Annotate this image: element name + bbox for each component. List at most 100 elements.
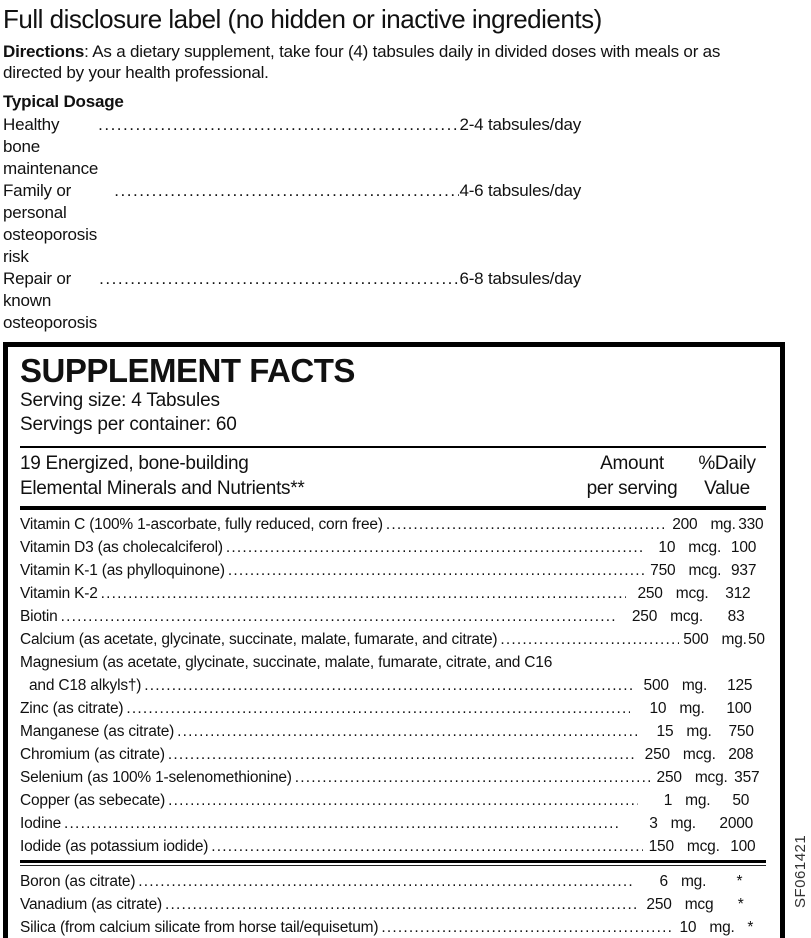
nutrient-rows-secondary: Boron (as citrate) 6 mg. * Vanadium (as …: [20, 868, 766, 938]
unit-value: mg.: [721, 631, 747, 648]
unit-value: mcg.: [670, 608, 703, 625]
daily-value: 357: [734, 769, 760, 786]
nutrient-header-line1: 19 Energized, bone-building: [20, 453, 249, 474]
daily-value: 83: [727, 608, 745, 625]
table-row: Calcium (as acetate, glycinate, succinat…: [20, 628, 766, 651]
amount-value: 250: [644, 746, 670, 763]
amount-value: 250: [637, 585, 663, 602]
dosage-label: Family or personal osteoporosis risk: [3, 181, 97, 266]
table-row: Boron (as citrate) 6 mg. *: [20, 870, 766, 893]
dot-leader: [381, 916, 674, 938]
dot-leader: [144, 674, 634, 697]
directions-label: Directions: [3, 42, 85, 61]
unit-value: mg.: [681, 677, 708, 694]
amount-value: 250: [656, 769, 682, 786]
nutrient-name: Chromium (as citrate): [20, 746, 165, 763]
unit-value: mg.: [710, 516, 736, 533]
daily-value: *: [747, 919, 754, 936]
dot-leader: [226, 536, 645, 559]
dosage-list: Healthy bone maintenance 2-4 tabsules/da…: [3, 114, 581, 334]
side-code: SF061421: [792, 834, 809, 908]
nutrient-name: Vitamin K-1 (as phylloquinone): [20, 562, 225, 579]
nutrient-name: Boron (as citrate): [20, 873, 136, 890]
dosage-value: 6-8 tabsules/day: [459, 269, 581, 288]
dot-leader: [228, 559, 645, 582]
dv-header-line2: Value: [704, 478, 750, 499]
servings-per-container: Servings per container: 60: [20, 414, 237, 435]
dosage-row: Family or personal osteoporosis risk 4-6…: [3, 180, 581, 268]
unit-value: mg.: [709, 919, 735, 936]
dosage-value: 4-6 tabsules/day: [459, 181, 581, 200]
dot-leader: [114, 180, 459, 202]
table-row: Zinc (as citrate) 10 mg. 100: [20, 697, 766, 720]
amount-value: 150: [648, 838, 674, 855]
nutrient-name: Zinc (as citrate): [20, 700, 124, 717]
table-row: Vitamin K-1 (as phylloquinone) 750 mcg. …: [20, 559, 766, 582]
table-row: Vanadium (as citrate) 250 mcg *: [20, 893, 766, 916]
table-row: Copper (as sebecate) 1 mg. 50: [20, 789, 766, 812]
dot-leader: [168, 743, 636, 766]
unit-value: mcg.: [675, 585, 709, 602]
amount-value: 500: [643, 677, 669, 694]
daily-value: *: [737, 896, 744, 913]
dosage-value: 2-4 tabsules/day: [459, 115, 581, 134]
directions-paragraph: Directions: As a dietary supplement, tak…: [3, 41, 751, 83]
unit-value: mcg.: [686, 838, 720, 855]
dosage-label: Repair or known osteoporosis: [3, 269, 97, 332]
nutrient-header-line2: Elemental Minerals and Nutrients**: [20, 478, 305, 499]
rule-under-headers: [20, 506, 766, 510]
amount-value: 1: [663, 792, 673, 809]
amount-value: 6: [659, 873, 669, 890]
daily-value: 2000: [719, 815, 754, 832]
unit-value: mcg.: [682, 746, 716, 763]
daily-value: 312: [725, 585, 751, 602]
daily-value: 50: [747, 631, 765, 648]
supplement-facts-box: SUPPLEMENT FACTS Serving size: 4 Tabsule…: [3, 342, 785, 938]
nutrient-name-line1: Magnesium (as acetate, glycinate, succin…: [20, 654, 553, 671]
dosage-row: Repair or known osteoporosis 6-8 tabsule…: [3, 268, 581, 334]
table-row: Vitamin K-2 250 mcg. 312: [20, 582, 766, 605]
amount-value: 250: [646, 896, 672, 913]
nutrient-name: Silica (from calcium silicate from horse…: [20, 919, 379, 936]
table-row: Chromium (as citrate) 250 mcg. 208: [20, 743, 766, 766]
dot-leader: [165, 893, 638, 916]
table-row: Silica (from calcium silicate from horse…: [20, 916, 766, 938]
daily-value: *: [736, 873, 743, 890]
table-row: Iodide (as potassium iodide) 150 mcg. 10…: [20, 835, 766, 858]
unit-value: mg.: [670, 815, 696, 832]
unit-value: mcg: [684, 896, 714, 913]
page-title: Full disclosure label (no hidden or inac…: [3, 4, 602, 34]
table-row: Selenium (as 100% 1-selenomethionine) 25…: [20, 766, 766, 789]
nutrient-name: Selenium (as 100% 1-selenomethionine): [20, 769, 292, 786]
table-row: Iodine 3 mg. 2000: [20, 812, 766, 835]
nutrient-name: Iodide (as potassium iodide): [20, 838, 209, 855]
nutrient-column-header: 19 Energized, bone-building Elemental Mi…: [20, 451, 576, 501]
daily-value: 125: [727, 677, 753, 694]
dv-column-header: %Daily Value: [688, 451, 766, 501]
amount-value: 10: [649, 700, 667, 717]
table-row: Biotin 250 mcg. 83: [20, 605, 766, 628]
amount-header-line1: Amount: [600, 453, 664, 474]
nutrient-name: Copper (as sebecate): [20, 792, 166, 809]
dot-leader: [99, 268, 459, 290]
amount-column-header: Amount per serving: [576, 451, 688, 501]
amount-value: 15: [656, 723, 674, 740]
directions-text: : As a dietary supplement, take four (4)…: [3, 42, 721, 82]
dosage-row: Healthy bone maintenance 2-4 tabsules/da…: [3, 114, 581, 180]
group-divider-rule: [20, 860, 766, 866]
table-row: Vitamin D3 (as cholecalciferol) 10 mcg. …: [20, 536, 766, 559]
nutrient-rows-main: Vitamin C (100% 1-ascorbate, fully reduc…: [20, 510, 766, 858]
table-row: Magnesium (as acetate, glycinate, succin…: [20, 651, 766, 697]
nutrient-name: Vitamin K-2: [20, 585, 98, 602]
unit-value: mg.: [679, 700, 705, 717]
unit-value: mg.: [686, 723, 712, 740]
amount-value: 250: [631, 608, 658, 625]
dot-leader: [64, 812, 619, 835]
dot-leader: [61, 605, 618, 628]
amount-value: 3: [649, 815, 658, 832]
nutrient-name: Manganese (as citrate): [20, 723, 175, 740]
daily-value: 937: [730, 562, 757, 579]
amount-value: 500: [683, 631, 709, 648]
unit-value: mcg.: [688, 562, 722, 579]
